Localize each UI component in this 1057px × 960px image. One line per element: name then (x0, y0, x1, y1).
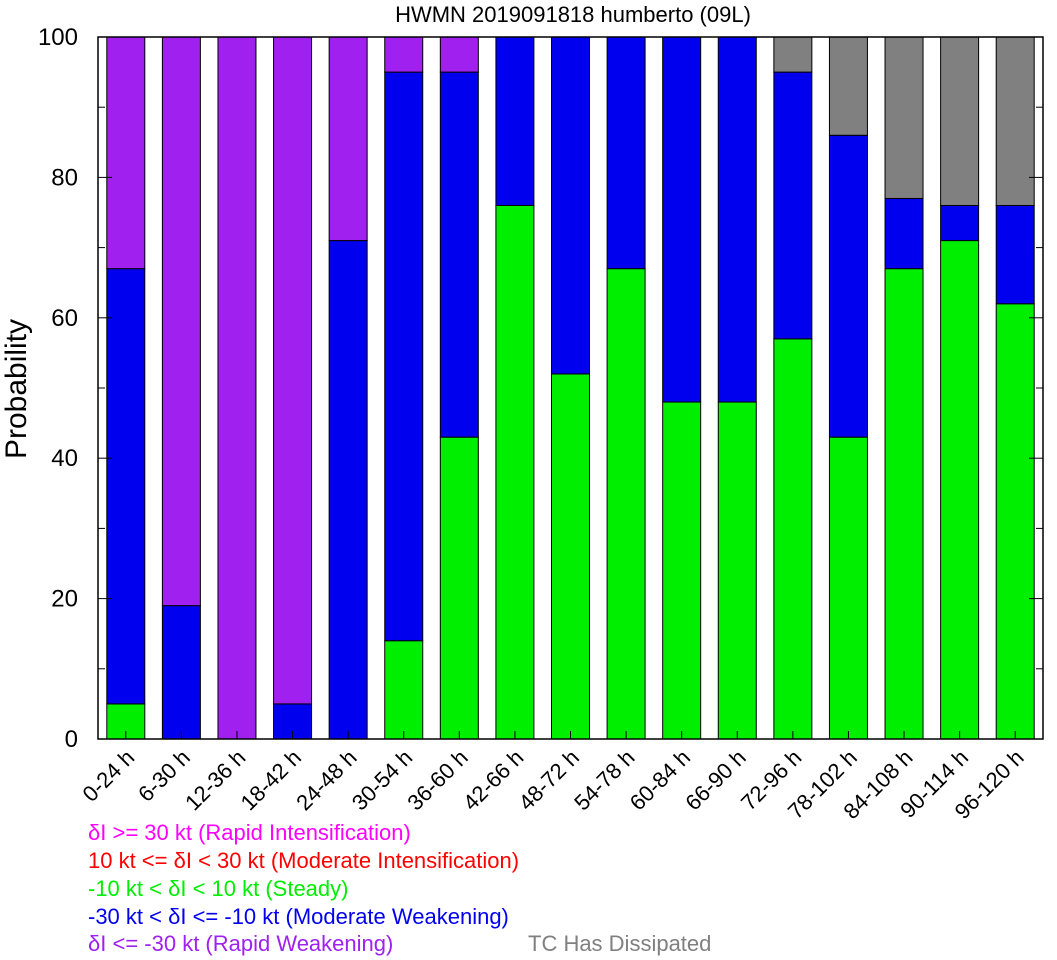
bar-segment-moderate_weakening-5 (384, 71, 424, 642)
bar-segment-moderate_weakening-9 (606, 36, 646, 270)
x-tick-label: 66-90 h (680, 745, 750, 815)
bar-segment-moderate_weakening-6 (439, 71, 479, 438)
legend-moderate-intensification: 10 kt <= δI < 30 kt (Moderate Intensific… (88, 848, 520, 873)
bar-segment-moderate_weakening-12 (773, 71, 813, 340)
y-tick-label: 0 (65, 726, 78, 753)
y-axis-label: Probability (0, 319, 33, 459)
bar-segment-rapid_weakening-6 (439, 36, 479, 73)
bar-segment-dissipated-12 (773, 36, 813, 73)
x-tick-label: 24-48 h (291, 745, 361, 815)
x-tick-label: 18-42 h (236, 745, 306, 815)
x-tick-label: 54-78 h (569, 745, 639, 815)
bar-segment-rapid_weakening-1 (161, 36, 201, 607)
bar-segment-rapid_weakening-0 (106, 36, 146, 270)
bar-segment-steady-13 (828, 436, 868, 740)
bar-segment-moderate_weakening-16 (995, 204, 1035, 305)
y-tick-label: 40 (51, 445, 78, 472)
y-tick-label: 100 (38, 24, 78, 51)
legend-rapid-intensification: δI >= 30 kt (Rapid Intensification) (88, 820, 411, 845)
x-tick-label: 36-60 h (402, 745, 472, 815)
bar-segment-steady-8 (551, 373, 590, 740)
chart-title: HWMN 2019091818 humberto (09L) (395, 2, 751, 27)
bar-segment-dissipated-16 (995, 36, 1035, 206)
bar-segment-moderate_weakening-10 (662, 36, 702, 403)
bar-segment-rapid_weakening-5 (384, 36, 424, 73)
bar-segment-moderate_weakening-1 (161, 605, 201, 740)
bar-segment-steady-9 (606, 268, 646, 740)
x-tick-label: 12-36 h (180, 745, 250, 815)
bar-segment-steady-15 (940, 240, 980, 740)
bar-segment-rapid_weakening-4 (328, 36, 368, 242)
bar-segment-rapid_weakening-2 (217, 36, 257, 740)
bar-segment-steady-11 (717, 401, 757, 740)
bar-segment-dissipated-15 (940, 36, 980, 206)
bars-layer (106, 36, 1035, 740)
bar-segment-dissipated-13 (828, 36, 868, 136)
bar-segment-moderate_weakening-11 (717, 36, 757, 403)
x-tick-label: 30-54 h (347, 745, 417, 815)
bar-segment-steady-16 (995, 303, 1035, 740)
x-tick-label: 42-66 h (458, 745, 528, 815)
bar-segment-steady-14 (884, 268, 924, 740)
legend-moderate-weakening: -30 kt < δI <= -10 kt (Moderate Weakenin… (88, 904, 509, 929)
x-tick-label: 48-72 h (514, 745, 584, 815)
y-tick-label: 60 (51, 305, 78, 332)
bar-segment-rapid_weakening-3 (273, 36, 313, 705)
x-tick-label: 0-24 h (78, 745, 140, 807)
bar-segment-moderate_weakening-7 (495, 36, 535, 206)
y-tick-label: 20 (51, 586, 78, 613)
bar-segment-steady-6 (439, 436, 479, 740)
legend-steady: -10 kt < δI < 10 kt (Steady) (88, 876, 349, 901)
bar-segment-moderate_weakening-4 (328, 240, 368, 740)
bar-segment-moderate_weakening-8 (551, 36, 590, 375)
bar-segment-steady-5 (384, 640, 424, 740)
x-tick-label: 60-84 h (625, 745, 695, 815)
legend-dissipated: TC Has Dissipated (528, 931, 712, 956)
bar-segment-steady-7 (495, 204, 535, 740)
bar-segment-steady-10 (662, 401, 702, 740)
y-tick-label: 80 (51, 164, 78, 191)
bar-segment-moderate_weakening-14 (884, 197, 924, 270)
bar-segment-dissipated-14 (884, 36, 924, 199)
bar-segment-moderate_weakening-0 (106, 268, 146, 705)
bar-segment-steady-12 (773, 338, 813, 740)
bar-segment-moderate_weakening-15 (940, 204, 980, 242)
legend-rapid-weakening: δI <= -30 kt (Rapid Weakening) (88, 931, 394, 956)
bar-segment-moderate_weakening-13 (828, 134, 868, 438)
